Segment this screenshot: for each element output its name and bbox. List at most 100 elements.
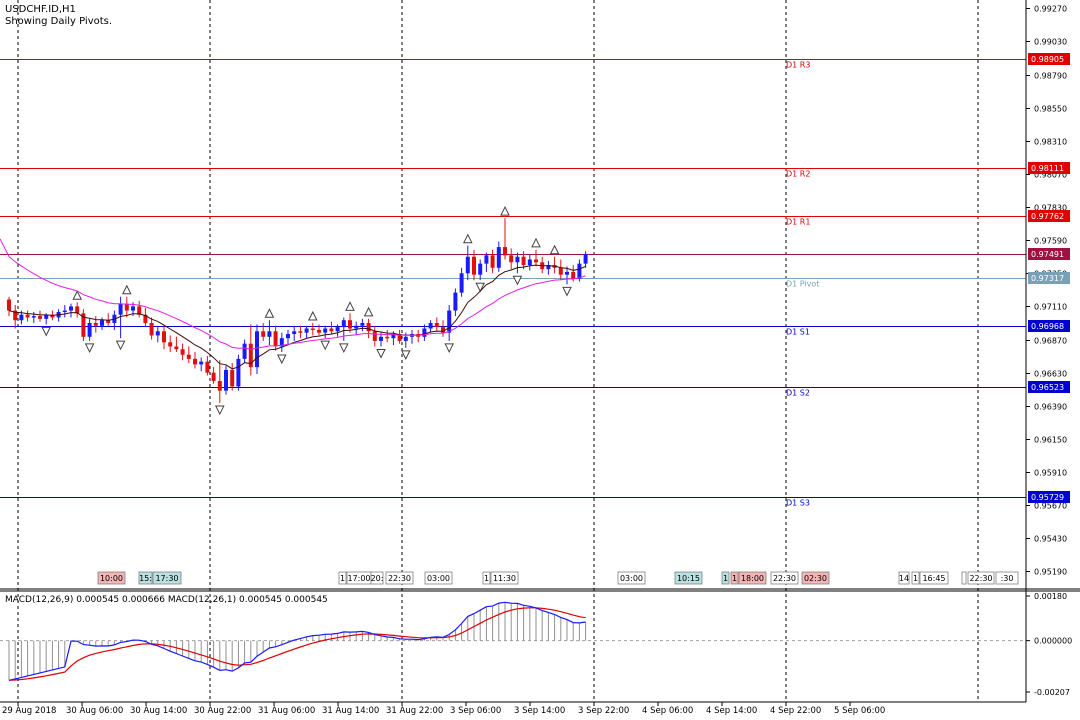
- fractal-down-marker: [400, 350, 411, 360]
- time-label-box: [482, 571, 491, 585]
- time-label-box: [967, 571, 995, 585]
- candle-body: [44, 314, 49, 319]
- time-label-text: 10:15: [677, 574, 700, 583]
- candle-body: [391, 334, 396, 339]
- candle-body: [372, 331, 377, 341]
- time-label-text: 15:: [139, 574, 152, 583]
- time-label-text: 03:00: [620, 574, 643, 583]
- candle-body: [496, 247, 501, 268]
- moving-averages: [0, 238, 586, 370]
- time-label-text: 22:30: [969, 574, 992, 583]
- price-level-badge: [1028, 491, 1070, 503]
- price-tick-label: 0.95190: [1034, 568, 1067, 577]
- candle-body: [459, 273, 464, 293]
- time-label-text: 03:00: [427, 574, 450, 583]
- time-axis-label: 4 Sep 06:00: [642, 706, 693, 716]
- fractal-up-marker: [345, 301, 355, 311]
- price-tick-label: 0.99270: [1034, 5, 1067, 14]
- price-tick-label: 0.98070: [1034, 171, 1067, 180]
- candle-body: [521, 256, 526, 266]
- price-level-badge: [1028, 162, 1070, 174]
- daily-pivots-label: Showing Daily Pivots.: [5, 16, 113, 27]
- candle-body: [360, 322, 365, 326]
- price-level-value: 0.97317: [1031, 274, 1064, 283]
- time-label-box: [97, 571, 126, 585]
- fractal-down-marker: [475, 282, 486, 293]
- time-axis-label: 4 Sep 14:00: [706, 706, 757, 716]
- main-chart-area[interactable]: [0, 0, 1026, 588]
- time-label-box: [490, 571, 519, 585]
- fractal-down-marker: [376, 348, 386, 359]
- time-label-text: 11:30: [493, 574, 516, 583]
- price-level-value: 0.95729: [1031, 493, 1064, 502]
- candle-body: [317, 329, 321, 333]
- candle-body: [298, 331, 303, 333]
- price-tick-label: 0.95670: [1034, 502, 1067, 511]
- candle-body: [527, 259, 532, 266]
- price-level-value: 0.98111: [1031, 164, 1064, 173]
- time-label-text: 1: [913, 574, 918, 583]
- time-label-box: [138, 571, 153, 585]
- candle-body: [217, 380, 222, 391]
- price-tick-label: 0.97590: [1034, 237, 1067, 246]
- price-tick-label: 0.96390: [1034, 403, 1067, 412]
- time-label-box: [385, 571, 414, 585]
- candle-body: [25, 314, 30, 318]
- candle-body: [19, 314, 24, 321]
- candle-body: [81, 313, 86, 337]
- candle-body: [180, 349, 185, 355]
- candle-body: [62, 310, 67, 313]
- candle-body: [403, 336, 408, 341]
- candle-body: [354, 325, 359, 329]
- candle-body: [75, 306, 80, 314]
- candle-body: [131, 306, 135, 311]
- candle-body: [292, 331, 297, 335]
- time-label-box: [919, 571, 949, 585]
- time-axis-label: 3 Sep 22:00: [578, 706, 629, 716]
- candle-body: [193, 358, 197, 365]
- fractal-up-marker: [500, 205, 510, 216]
- pivot-level-label: D1 R3: [786, 61, 810, 70]
- time-axis-label: 29 Aug 2018: [2, 706, 56, 716]
- candle-body: [162, 331, 166, 343]
- time-axis-label: 5 Sep 06:00: [834, 706, 885, 716]
- time-label-text: 22:30: [388, 574, 411, 583]
- price-level-value: 0.96523: [1031, 383, 1064, 392]
- fractal-up-marker: [549, 244, 560, 255]
- candle-body: [261, 331, 266, 337]
- candle-body: [490, 255, 495, 268]
- time-label-box: [911, 571, 920, 585]
- candle-body: [397, 334, 402, 341]
- candle-body: [515, 256, 520, 263]
- time-label-text: 1: [340, 574, 345, 583]
- fractal-down-marker: [214, 405, 225, 416]
- candle-body: [106, 320, 111, 323]
- fractal-down-marker: [276, 354, 287, 365]
- pivot-level-label: D1 R1: [786, 218, 810, 227]
- macd-main-line: [8, 601, 586, 681]
- time-axis-label: 30 Aug 06:00: [66, 706, 123, 716]
- price-tick-label: 0.95910: [1034, 469, 1067, 478]
- candle-body: [124, 303, 129, 311]
- pivot-level-label: D1 S1: [786, 328, 810, 337]
- candle-body: [341, 320, 346, 328]
- candle-body: [366, 322, 371, 332]
- candle-body: [137, 306, 142, 315]
- candle-body: [577, 263, 582, 279]
- candle-body: [503, 247, 507, 256]
- price-axis: 0.99270 0.99030 0.98790 0.98550 0.98310 0.980…: [1026, 5, 1067, 577]
- time-label-text: 22:30: [773, 574, 796, 583]
- macd-subwindow[interactable]: 0.00180 0.000000 -0.00207: [0, 592, 1072, 697]
- price-tick-label: 0.96870: [1034, 337, 1067, 346]
- candle-body: [174, 346, 179, 350]
- time-axis-label: 30 Aug 22:00: [194, 706, 251, 716]
- candle-body: [168, 342, 173, 347]
- candle-body: [472, 256, 476, 275]
- macd-tick-label: 0.00180: [1034, 592, 1067, 601]
- candle-body: [199, 361, 204, 365]
- candle-body: [447, 310, 452, 333]
- time-axis: 29 Aug 2018 30 Aug 06:00 30 Aug 14:00 30 Au…: [2, 702, 885, 716]
- candle-body: [310, 328, 315, 331]
- candle-body: [379, 336, 383, 341]
